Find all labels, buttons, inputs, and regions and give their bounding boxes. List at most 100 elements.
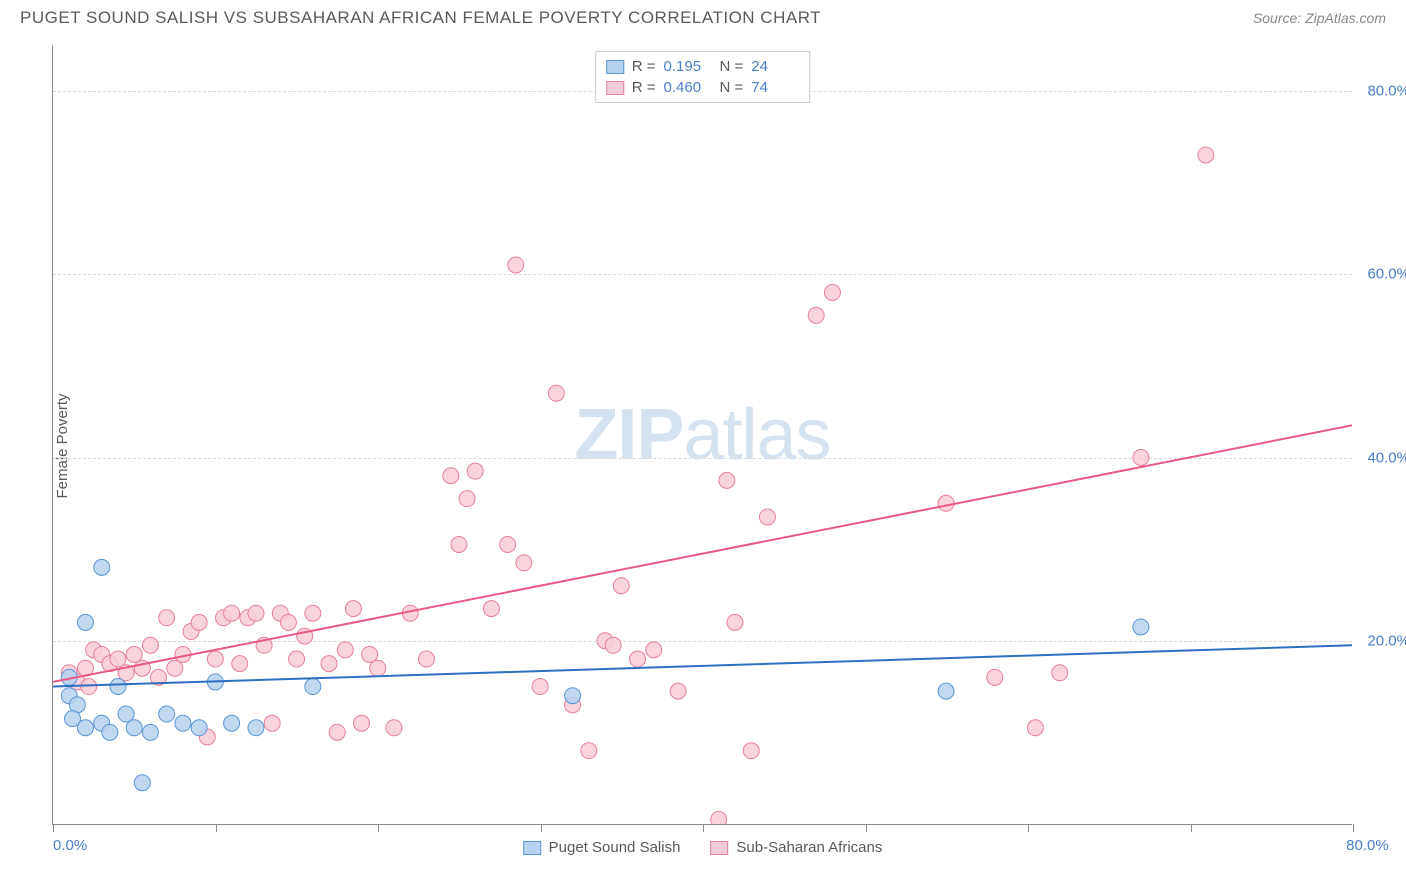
data-point <box>548 385 564 401</box>
data-point <box>102 724 118 740</box>
legend-r-label: R = <box>632 58 656 75</box>
x-tick-label: 0.0% <box>53 837 87 854</box>
data-point <box>1133 619 1149 635</box>
legend-label: Sub-Saharan Africans <box>736 839 882 856</box>
legend-r-value: 0.195 <box>664 58 712 75</box>
data-point <box>305 605 321 621</box>
legend-n-label: N = <box>720 58 744 75</box>
data-point <box>232 656 248 672</box>
data-point <box>224 605 240 621</box>
data-point <box>280 614 296 630</box>
data-point <box>565 688 581 704</box>
data-point <box>613 578 629 594</box>
data-point <box>248 720 264 736</box>
data-point <box>167 660 183 676</box>
x-tick <box>378 824 379 832</box>
data-point <box>370 660 386 676</box>
data-point <box>354 715 370 731</box>
series-legend: Puget Sound Salish Sub-Saharan Africans <box>523 839 883 856</box>
x-tick <box>216 824 217 832</box>
x-tick <box>1028 824 1029 832</box>
data-point <box>1133 449 1149 465</box>
legend-item: Puget Sound Salish <box>523 839 681 856</box>
data-point <box>516 555 532 571</box>
data-point <box>142 724 158 740</box>
chart-title: PUGET SOUND SALISH VS SUBSAHARAN AFRICAN… <box>20 8 821 28</box>
data-point <box>386 720 402 736</box>
legend-n-value: 24 <box>751 58 799 75</box>
data-point <box>500 536 516 552</box>
data-point <box>321 656 337 672</box>
data-point <box>126 646 142 662</box>
data-point <box>459 491 475 507</box>
data-point <box>305 679 321 695</box>
data-point <box>175 715 191 731</box>
y-tick-label: 80.0% <box>1367 82 1406 99</box>
data-point <box>581 743 597 759</box>
x-tick-label: 80.0% <box>1346 837 1389 854</box>
legend-swatch <box>523 841 541 855</box>
data-point <box>451 536 467 552</box>
legend-swatch <box>606 60 624 74</box>
data-point <box>77 614 93 630</box>
legend-row: R = 0.195 N = 24 <box>606 56 800 77</box>
data-point <box>483 601 499 617</box>
data-point <box>337 642 353 658</box>
legend-swatch <box>710 841 728 855</box>
legend-r-label: R = <box>632 79 656 96</box>
data-point <box>118 706 134 722</box>
y-tick-label: 40.0% <box>1367 449 1406 466</box>
data-point <box>646 642 662 658</box>
chart-source: Source: ZipAtlas.com <box>1253 10 1386 26</box>
data-point <box>711 811 727 824</box>
data-point <box>1052 665 1068 681</box>
data-point <box>207 651 223 667</box>
data-point <box>224 715 240 731</box>
legend-label: Puget Sound Salish <box>549 839 681 856</box>
data-point <box>759 509 775 525</box>
data-point <box>938 495 954 511</box>
chart-svg <box>53 45 1352 824</box>
data-point <box>938 683 954 699</box>
x-tick <box>541 824 542 832</box>
data-point <box>94 559 110 575</box>
data-point <box>362 646 378 662</box>
y-tick-label: 20.0% <box>1367 633 1406 650</box>
legend-swatch <box>606 81 624 95</box>
data-point <box>727 614 743 630</box>
data-point <box>159 706 175 722</box>
legend-n-label: N = <box>720 79 744 96</box>
data-point <box>159 610 175 626</box>
data-point <box>808 307 824 323</box>
data-point <box>670 683 686 699</box>
data-point <box>987 669 1003 685</box>
chart-header: PUGET SOUND SALISH VS SUBSAHARAN AFRICAN… <box>0 0 1406 32</box>
data-point <box>77 720 93 736</box>
x-tick <box>703 824 704 832</box>
data-point <box>110 651 126 667</box>
x-tick <box>1191 824 1192 832</box>
data-point <box>1198 147 1214 163</box>
data-point <box>743 743 759 759</box>
legend-r-value: 0.460 <box>664 79 712 96</box>
data-point <box>532 679 548 695</box>
data-point <box>191 720 207 736</box>
data-point <box>467 463 483 479</box>
x-tick <box>866 824 867 832</box>
legend-row: R = 0.460 N = 74 <box>606 77 800 98</box>
x-tick <box>1353 824 1354 832</box>
data-point <box>443 468 459 484</box>
data-point <box>1027 720 1043 736</box>
data-point <box>248 605 264 621</box>
data-point <box>191 614 207 630</box>
data-point <box>264 715 280 731</box>
data-point <box>289 651 305 667</box>
data-point <box>345 601 361 617</box>
data-point <box>719 472 735 488</box>
data-point <box>142 637 158 653</box>
legend-n-value: 74 <box>751 79 799 96</box>
data-point <box>329 724 345 740</box>
data-point <box>605 637 621 653</box>
data-point <box>134 775 150 791</box>
data-point <box>126 720 142 736</box>
